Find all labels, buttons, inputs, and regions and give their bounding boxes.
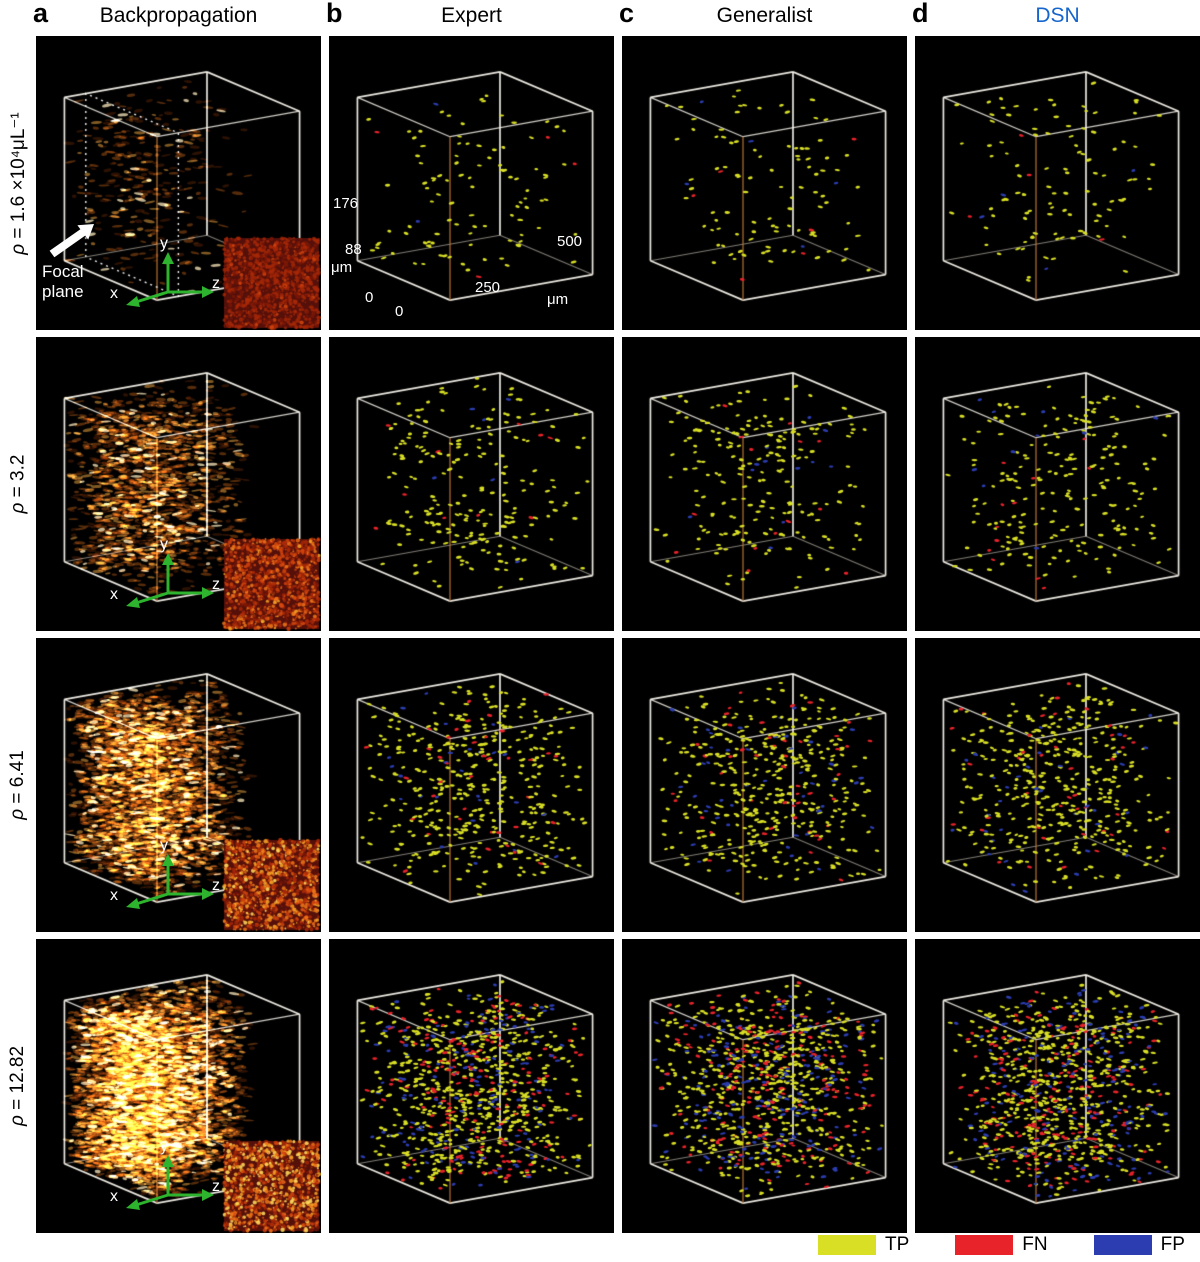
panel-generalist-row3: [622, 638, 907, 932]
panel-generalist-row1: [622, 36, 907, 330]
rho-symbol: ρ: [7, 808, 28, 820]
panel-generalist-row2: [622, 337, 907, 631]
subfigure-letter-a: a: [33, 0, 49, 28]
z-axis-tick-88: 88: [345, 241, 362, 258]
rho-symbol: ρ: [7, 502, 28, 514]
detections-canvas: [329, 638, 614, 932]
panel-backpropagation-row3: x y z: [36, 638, 321, 932]
row-label-density-2: ρ = 3.2: [7, 454, 28, 514]
detections-canvas: [915, 638, 1200, 932]
x-axis-label: x: [110, 586, 118, 603]
legend-item-fp: FP: [1093, 1234, 1185, 1256]
rho-symbol: ρ: [7, 1115, 28, 1127]
x-axis-unit: μm: [547, 291, 569, 308]
x-axis-tick-250: 250: [475, 279, 501, 296]
x-axis-label: x: [110, 1188, 118, 1205]
focal-plane-label: Focal plane: [42, 262, 84, 301]
panel-dsn-row2: [915, 337, 1200, 631]
z-axis-label: z: [212, 275, 220, 292]
detections-canvas: [329, 36, 614, 330]
column-title-generalist: Generalist: [716, 4, 813, 27]
panel-expert-row4: [329, 939, 614, 1233]
column-title-expert: Expert: [441, 4, 502, 27]
focal-plane-arrow-icon: [49, 224, 94, 258]
axis-arrows-icon: [126, 553, 214, 608]
backprop-volume-canvas: [36, 638, 321, 932]
x-axis-label: x: [110, 285, 118, 302]
backprop-volume-canvas: [36, 36, 321, 330]
axis-triad: x y z: [110, 236, 230, 320]
z-axis-tick-176: 176: [333, 195, 359, 212]
backprop-volume-canvas: [36, 939, 321, 1233]
panel-backpropagation-row4: x y z: [36, 939, 321, 1233]
detections-canvas: [915, 337, 1200, 631]
y-axis-label: y: [160, 837, 168, 854]
tp-label: TP: [885, 1234, 910, 1255]
z-axis-label: z: [212, 1178, 220, 1195]
axis-triad: x y z: [110, 838, 230, 922]
detections-canvas: [915, 36, 1200, 330]
panel-backpropagation-row1: Focal plane x y z: [36, 36, 321, 330]
axis-triad: x y z: [110, 1139, 230, 1223]
row-label-density-4: ρ = 12.82: [7, 1045, 28, 1127]
axis-arrows-icon: [126, 854, 214, 909]
detections-canvas: [622, 36, 907, 330]
subfigure-letter-b: b: [326, 0, 343, 28]
y-axis-label: y: [160, 1138, 168, 1155]
tp-color-swatch: [818, 1235, 876, 1255]
panel-expert-row1: 176 88 μm 0 0 250 500 μm: [329, 36, 614, 330]
detections-canvas: [915, 939, 1200, 1233]
row-label-density-3: ρ = 6.41: [7, 750, 28, 820]
fn-label: FN: [1022, 1234, 1048, 1255]
backprop-volume-canvas: [36, 337, 321, 631]
panel-generalist-row4: [622, 939, 907, 1233]
panel-backpropagation-row2: x y z: [36, 337, 321, 631]
detections-canvas: [622, 939, 907, 1233]
y-axis-label: y: [160, 536, 168, 553]
panel-expert-row3: [329, 638, 614, 932]
z-axis-unit: μm: [331, 259, 353, 276]
detections-canvas: [622, 337, 907, 631]
row-label-density-1: ρ = 1.6 ×10⁴μL⁻¹: [7, 111, 29, 255]
panel-dsn-row1: [915, 36, 1200, 330]
fp-label: FP: [1160, 1234, 1185, 1255]
z-axis-label: z: [212, 576, 220, 593]
subfigure-letter-c: c: [619, 0, 635, 28]
fp-color-swatch: [1093, 1235, 1152, 1255]
z-axis-tick-0: 0: [365, 289, 374, 306]
detections-canvas: [622, 638, 907, 932]
x-axis-tick-500: 500: [557, 233, 583, 250]
legend-item-tp: TP: [818, 1234, 909, 1256]
fn-color-swatch: [955, 1235, 1014, 1255]
panel-expert-row2: [329, 337, 614, 631]
legend-item-fn: FN: [955, 1234, 1048, 1256]
detections-canvas: [329, 939, 614, 1233]
column-title-dsn: DSN: [1035, 4, 1080, 27]
subfigure-letter-d: d: [912, 0, 929, 28]
x-axis-tick-0: 0: [395, 303, 404, 320]
panel-dsn-row3: [915, 638, 1200, 932]
y-axis-label: y: [160, 235, 168, 252]
x-axis-label: x: [110, 887, 118, 904]
rho-symbol: ρ: [7, 243, 29, 255]
legend: TP FN FP: [818, 1233, 1185, 1257]
axis-arrows-icon: [126, 252, 214, 307]
axis-triad: x y z: [110, 537, 230, 621]
z-axis-label: z: [212, 877, 220, 894]
column-title-backpropagation: Backpropagation: [99, 4, 258, 27]
axis-arrows-icon: [126, 1155, 214, 1210]
detections-canvas: [329, 337, 614, 631]
panel-dsn-row4: [915, 939, 1200, 1233]
